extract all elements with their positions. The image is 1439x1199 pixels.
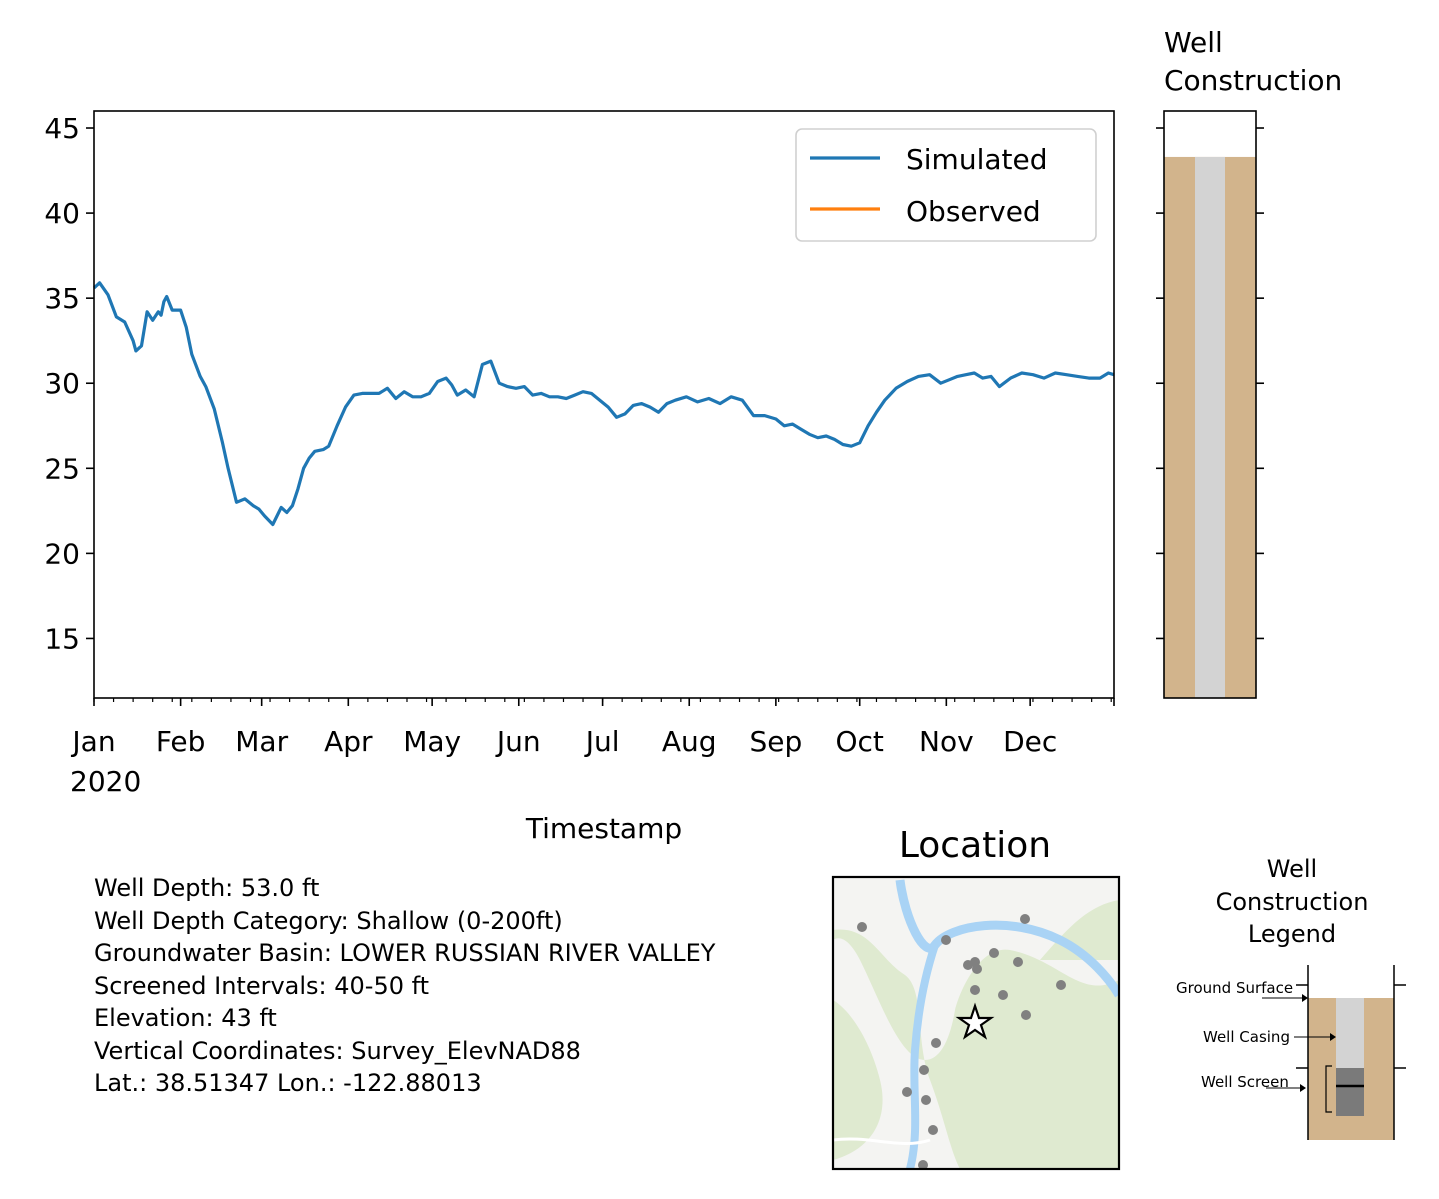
info-line: Lat.: 38.51347 Lon.: -122.88013	[94, 1069, 482, 1097]
ground-surface-label: Ground Surface	[1176, 979, 1293, 997]
map-title: Location	[899, 825, 1051, 866]
x-tick-label: Oct	[835, 725, 883, 758]
info-line: Well Depth: 53.0 ft	[94, 874, 320, 902]
selected-well-star-icon	[955, 1002, 995, 1040]
well-casing	[1195, 156, 1225, 698]
info-line: Screened Intervals: 40-50 ft	[94, 971, 430, 1000]
legend-screen	[1336, 1068, 1364, 1116]
x-tick-label: Mar	[235, 725, 288, 758]
well-construction-title-line1: Well	[1164, 26, 1223, 59]
x-tick-label: Sep	[749, 725, 802, 758]
y-tick-label: 40	[44, 197, 80, 230]
x-tick-label: Dec	[1003, 725, 1057, 758]
time-series-chart: 15 20 25 30 35 40 45 Jan Feb Mar Apr May Jun Jul Aug S…	[44, 110, 1115, 845]
legend-panel-title-line2: Construction	[1216, 888, 1369, 916]
legend-observed-label: Observed	[906, 195, 1041, 228]
x-axis: Jan Feb Mar Apr May Jun Jul Aug Sep Oct Nov Dec	[70, 698, 1115, 758]
plot-frame	[93, 110, 1115, 699]
well-construction-legend: Well Construction Legend Ground Surface …	[1176, 855, 1406, 1140]
x-tick-label: Jun	[495, 725, 541, 758]
y-tick-label: 35	[44, 282, 80, 315]
location-map: Location	[831, 825, 1121, 1171]
legend-simulated-label: Simulated	[906, 143, 1048, 176]
ground-surface-arrowhead-icon	[1302, 994, 1308, 1002]
map-road	[833, 1137, 931, 1146]
x-tick-label: Nov	[919, 725, 974, 758]
well-info-text: Well Depth: 53.0 ft Well Depth Category:…	[94, 872, 734, 1100]
well-construction-chart: Well Construction	[1156, 26, 1342, 699]
x-axis-label: Timestamp	[525, 812, 682, 845]
info-line: Well Depth Category: Shallow (0-200ft)	[94, 906, 563, 935]
x-tick-label: Feb	[156, 725, 206, 758]
legend-panel-title-line3: Legend	[1248, 920, 1336, 948]
y-tick-label: 25	[44, 452, 80, 485]
map-well-markers	[857, 914, 1066, 1169]
map-land-area-ne	[1040, 900, 1119, 960]
y-tick-label: 15	[44, 622, 80, 655]
well-screen-arrowhead-icon	[1300, 1084, 1306, 1092]
well-casing-arrowhead-icon	[1330, 1033, 1336, 1041]
y-tick-label: 20	[44, 537, 80, 570]
map-land-area-west	[833, 1000, 883, 1160]
x-tick-label: Jul	[584, 725, 620, 758]
map-river	[895, 879, 1119, 998]
well-construction-title-line2: Construction	[1164, 64, 1342, 97]
x-tick-label: May	[403, 725, 461, 758]
y-tick-label: 30	[44, 367, 80, 400]
y-axis: 15 20 25 30 35 40 45	[44, 112, 94, 655]
x-year-label: 2020	[70, 765, 141, 798]
info-line: Groundwater Basin: LOWER RUSSIAN RIVER V…	[94, 939, 716, 967]
well-frame	[1163, 110, 1257, 699]
well-screen-label: Well Screen	[1201, 1073, 1289, 1091]
legend-casing	[1336, 998, 1364, 1068]
well-screen-bracket	[1325, 1065, 1332, 1113]
well-casing-label: Well Casing	[1203, 1028, 1290, 1046]
well-y-ticks	[1156, 127, 1264, 640]
info-line: Elevation: 43 ft	[94, 1004, 277, 1032]
y-tick-label: 45	[44, 112, 80, 145]
map-land-area	[833, 929, 1119, 1169]
x-tick-label: Aug	[662, 725, 717, 758]
legend-panel-title-line1: Well	[1267, 855, 1317, 883]
map-river-south	[906, 943, 939, 1169]
simulated-series-line	[92, 281, 1115, 527]
legend: Simulated Observed	[795, 128, 1097, 242]
info-line: Vertical Coordinates: Survey_ElevNAD88	[94, 1036, 581, 1065]
x-tick-label: Apr	[324, 725, 373, 758]
x-tick-label: Jan	[70, 725, 115, 758]
map-frame	[831, 875, 1121, 1171]
